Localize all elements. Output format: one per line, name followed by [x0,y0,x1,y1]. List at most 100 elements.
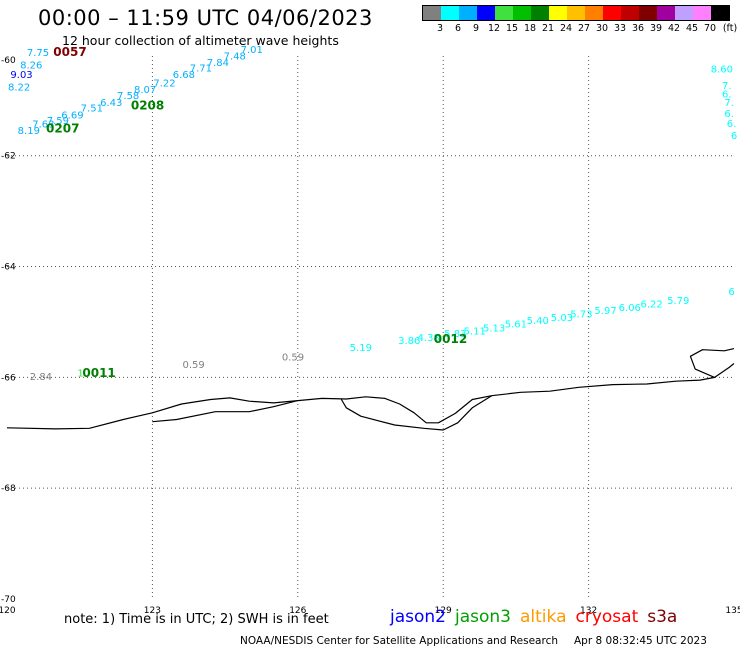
wave-height-label: 5.79 [667,296,689,307]
wave-height-label: 6 [728,287,734,298]
longitude-tick-label: 135 [725,606,740,616]
wave-height-label: 5.13 [483,323,505,334]
wave-height-colorbar: 3 6 9 12 15 18 21 24 27 30 33 36 39 42 45 70 (ft) [422,5,737,35]
wave-height-label: 5.83 [444,329,466,340]
colorbar-label: 27 [577,23,591,34]
satellite-cryosat: cryosat [575,607,639,627]
colorbar-label: 45 [685,23,699,34]
map-gridlines [7,56,734,599]
wave-height-label: 5.73 [570,310,592,321]
wave-height-label: 5.40 [527,316,549,327]
wave-height-label: 5.97 [594,306,616,317]
wave-height-label: 6.68 [173,70,195,81]
wave-height-label: 8.07 [134,85,156,96]
colorbar-label: 6 [454,23,462,34]
colorbar-swatch [621,6,639,20]
colorbar-label: 24 [559,23,573,34]
longitude-tick-label: 123 [144,606,161,616]
wave-height-label: 9.03 [10,70,32,81]
pass-time-label: 0207 [46,121,79,135]
wave-height-label: 7.71 [190,64,212,75]
colorbar-swatch [657,6,675,20]
colorbar-label: 3 [436,23,444,34]
pass-time-labels: 0057 0207 0208 0011 0012 [46,45,467,380]
wave-height-label: 5.03 [551,313,573,324]
wave-height-label: 6. [724,109,734,120]
satellite-s3a: s3a [647,607,678,627]
wave-height-label: 7.63 [32,119,54,130]
axis-tick-labels: 120 123 126 129 132 135 -60 -62 -64 -66 -68 -70 [0,56,740,616]
wave-height-label: 2.84 [30,372,52,383]
coastline [6,348,735,431]
colorbar-swatch [477,6,495,20]
colorbar-swatch [567,6,585,20]
coastline-island-loop [689,348,735,378]
wave-height-label: 5.19 [350,343,372,354]
coastline-coast-inner [152,400,298,423]
wave-height-label: 6. [722,90,732,101]
credit-line: NOAA/NESDIS Center for Satellite Applica… [240,635,707,647]
longitude-tick-label: 132 [580,606,597,616]
satellite-legend: jason2 jason3 altika cryosat s3a [390,607,686,627]
wave-height-label: 7.75 [27,48,49,59]
wave-height-label: 7.01 [241,45,263,56]
wave-height-label: 3.86 [398,336,420,347]
timestamp: Apr 8 08:32:45 UTC 2023 [574,635,707,647]
longitude-tick-label: 126 [289,606,306,616]
colorbar-label: 15 [505,23,519,34]
wave-height-label: 5.61 [505,320,527,331]
wave-height-label: 0.59 [182,360,204,371]
colorbar-label: 30 [595,23,609,34]
wave-height-label: 7. [724,98,734,109]
wave-height-label: 8.60 [711,65,733,76]
colorbar-label: 12 [487,23,501,34]
credit-text: NOAA/NESDIS Center for Satellite Applica… [240,635,558,647]
wave-height-label: 0.59 [282,353,304,364]
satellite-jason3: jason3 [455,607,511,627]
colorbar-label: 21 [541,23,555,34]
colorbar-swatch [459,6,477,20]
wave-height-label: 6.06 [619,303,641,314]
colorbar-swatch [513,6,531,20]
colorbar-swatch [495,6,513,20]
wave-height-label: 6. [727,119,737,130]
colorbar-unit: (ft) [722,23,738,34]
wave-height-label: 8.22 [8,82,30,93]
wave-height-label: 7.48 [224,51,246,62]
colorbar-label: 70 [703,23,717,34]
wave-height-label: 7. [722,81,732,92]
colorbar-swatch [603,6,621,20]
wave-height-label: 6.43 [100,98,122,109]
wave-height-label: 6 [731,131,737,142]
colorbar-label: 39 [649,23,663,34]
map-title: 00:00 – 11:59 UTC 04/06/2023 [38,6,373,30]
wave-height-label: 6.69 [61,111,83,122]
wave-height-label: 7.51 [81,103,103,114]
coastline-shelf-loop [340,395,493,431]
pass-time-label: 0012 [434,332,467,346]
longitude-tick-label: 120 [0,606,16,616]
colorbar-swatch [693,6,711,20]
latitude-tick-label: -62 [1,152,16,162]
colorbar-label: 18 [523,23,537,34]
footer-note: note: 1) Time is in UTC; 2) SWH is in fe… [64,612,329,627]
wave-height-label: 1. [77,368,87,379]
wave-height-label: 7.58 [117,91,139,102]
wave-height-label: 6.22 [640,300,662,311]
latitude-tick-label: -68 [1,484,16,494]
wave-height-label: 8.19 [18,126,40,137]
colorbar-label: 36 [631,23,645,34]
colorbar-label: 42 [667,23,681,34]
colorbar-swatch [531,6,549,20]
pass-time-label: 0057 [53,45,86,59]
latitude-tick-label: -60 [1,56,16,66]
latitude-tick-label: -64 [1,263,16,273]
colorbar-label: 9 [472,23,480,34]
colorbar-label: 33 [613,23,627,34]
map-subtitle: 12 hour collection of altimeter wave hei… [62,33,339,48]
wave-height-label: 7.59 [47,116,69,127]
colorbar-swatch [441,6,459,20]
colorbar-swatch [549,6,567,20]
wave-height-label: 5.11 [464,327,486,338]
pass-time-label: 0208 [131,99,164,113]
